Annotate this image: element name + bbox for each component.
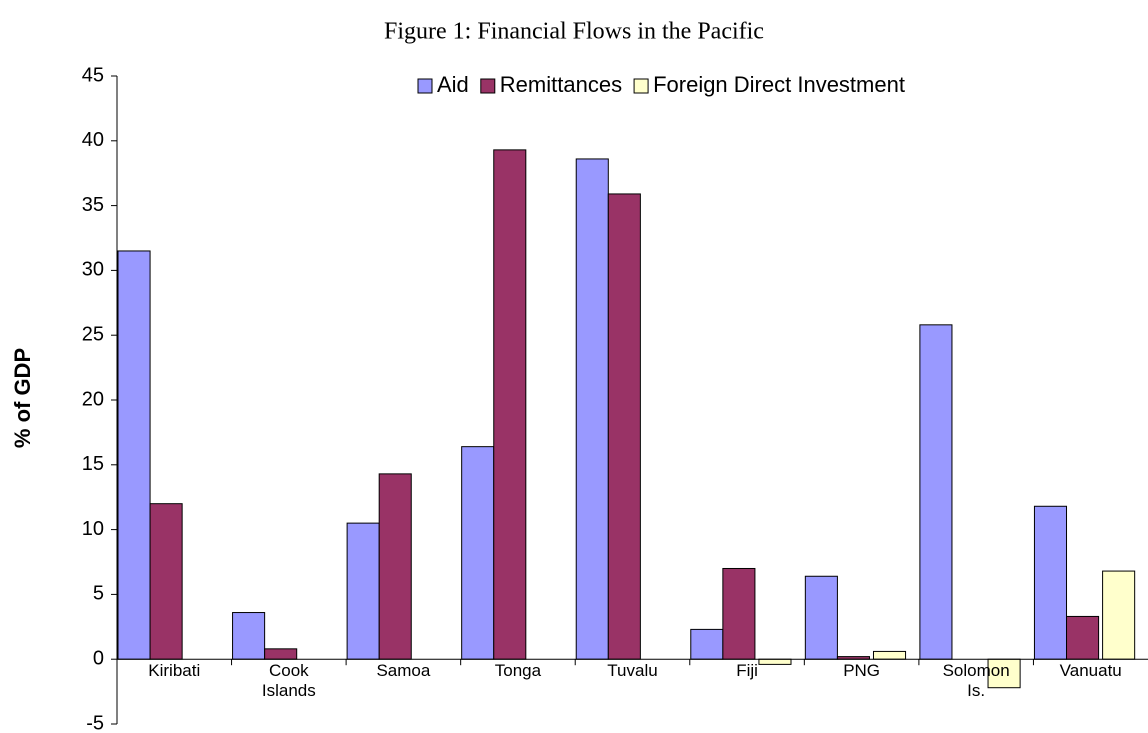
y-tick-label: -5 [86, 712, 104, 733]
legend-label: Aid [437, 72, 469, 97]
legend-swatch [480, 78, 496, 94]
chart-title: Figure 1: Financial Flows in the Pacific [384, 19, 764, 45]
bar [872, 650, 907, 660]
bar [575, 158, 609, 660]
x-tick-label: Cook Islands [261, 661, 316, 701]
bar [493, 149, 527, 660]
y-axis-label: % of GDP [10, 348, 35, 448]
legend-swatch [633, 78, 649, 94]
bar [1102, 570, 1136, 660]
bar [232, 612, 266, 660]
x-tick-label: Solomon Is. [942, 661, 1010, 701]
y-tick-label: 15 [82, 453, 104, 475]
bar [346, 522, 380, 660]
bar [378, 473, 412, 660]
bar [722, 567, 756, 660]
bar [117, 250, 151, 660]
bar [804, 575, 838, 660]
bar [987, 658, 1021, 689]
y-tick-label: 0 [93, 647, 104, 669]
y-tick-label: 45 [82, 64, 104, 86]
y-tick-label: 5 [93, 583, 104, 605]
bar [149, 503, 183, 660]
y-tick-label: 30 [82, 259, 104, 281]
bar [1033, 505, 1068, 660]
legend-label: Remittances [500, 72, 622, 97]
y-tick-label: 10 [82, 518, 104, 540]
bar [264, 648, 298, 660]
x-tick-label: Tonga [494, 661, 542, 681]
bar [607, 193, 641, 660]
x-tick-label: Vanuatu [1059, 661, 1122, 681]
bar [919, 324, 953, 660]
x-tick-label: Samoa [376, 661, 431, 681]
x-tick-label: PNG [843, 661, 881, 681]
x-tick-label: Tuvalu [607, 661, 658, 681]
y-tick-label: 20 [82, 388, 104, 410]
bar [461, 446, 495, 660]
bar [1066, 615, 1100, 660]
x-tick-label: Kiribati [148, 661, 201, 681]
x-tick-label: Fiji [736, 661, 758, 681]
y-tick-label: 25 [82, 323, 104, 345]
legend-label: Foreign Direct Investment [653, 72, 905, 97]
y-tick-label: 35 [82, 194, 104, 216]
legend-swatch [417, 78, 433, 94]
y-tick-label: 40 [82, 129, 104, 151]
bar [690, 628, 724, 660]
